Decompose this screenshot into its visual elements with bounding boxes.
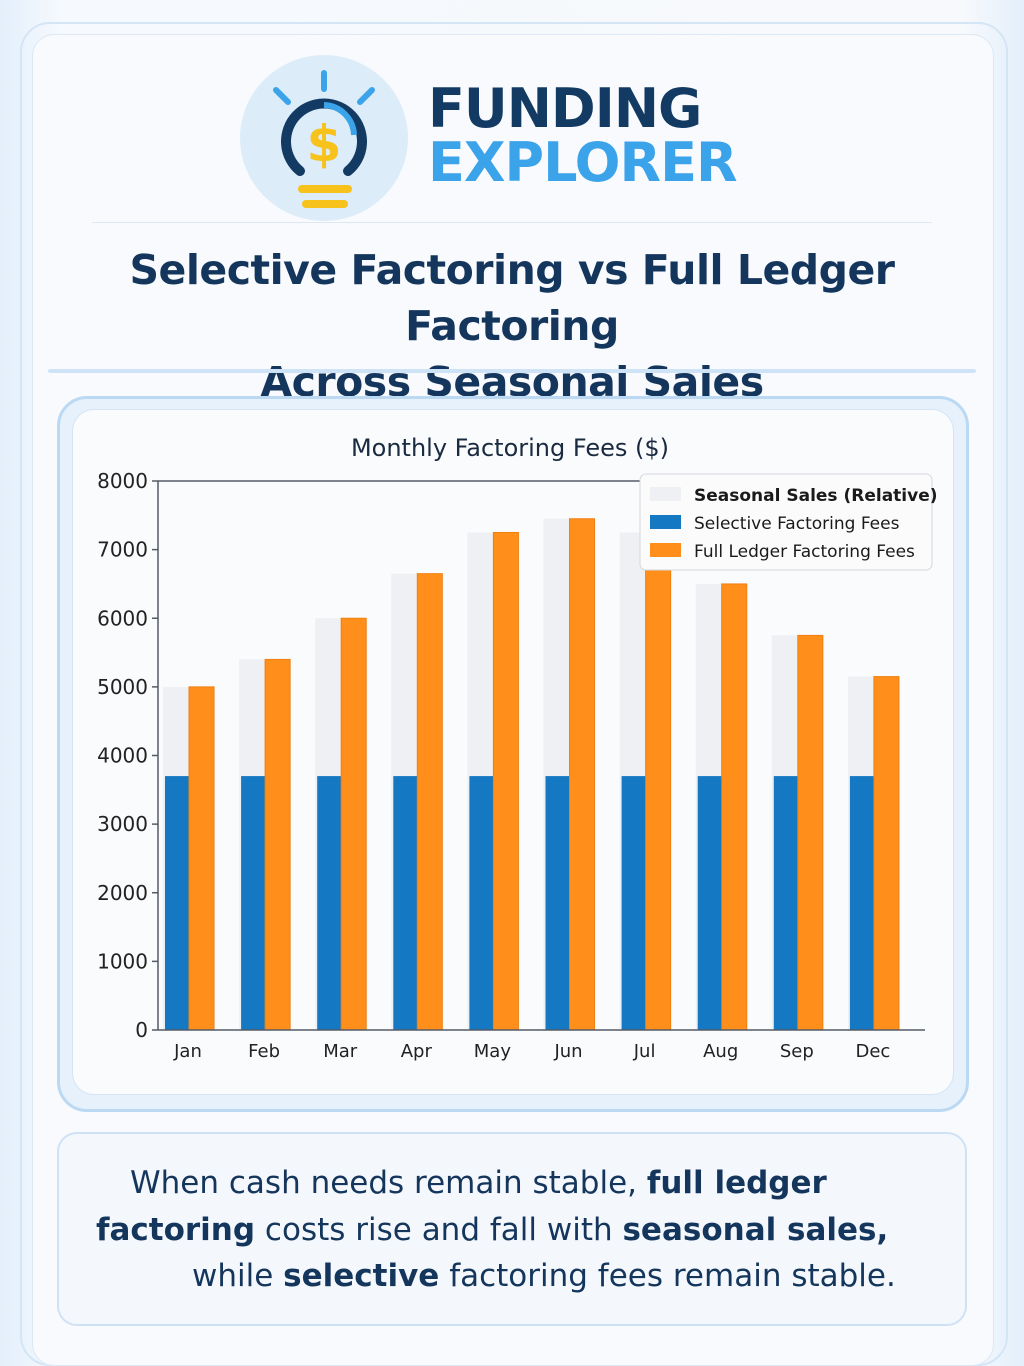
summary-box: [57, 1132, 967, 1326]
brand-line-1: FUNDING: [428, 77, 702, 140]
divider: [92, 222, 932, 223]
title-line-1: Selective Factoring vs Full Ledger Facto…: [129, 246, 895, 350]
note-emphasis: seasonal sales,: [622, 1211, 889, 1248]
brand-name: FUNDING EXPLORER: [428, 77, 738, 194]
divider: [48, 369, 976, 373]
note-text: costs rise and fall with: [255, 1211, 623, 1248]
page-title: Selective Factoring vs Full Ledger Facto…: [40, 242, 984, 410]
note-text: factoring fees remain stable.: [439, 1258, 896, 1294]
logo: $: [240, 55, 408, 221]
note-text: while: [192, 1258, 284, 1294]
note-emphasis: selective: [283, 1258, 440, 1294]
summary-text: When cash needs remain stable, full ledg…: [60, 1160, 960, 1300]
note-emphasis: factoring: [96, 1211, 256, 1248]
lightbulb-dollar-icon: $: [273, 70, 375, 208]
brand-line-2: EXPLORER: [428, 131, 738, 194]
chart-panel: [72, 409, 954, 1095]
note-text: When cash needs remain stable,: [130, 1165, 647, 1201]
svg-text:$: $: [307, 115, 342, 173]
note-emphasis: full ledger: [646, 1165, 827, 1201]
